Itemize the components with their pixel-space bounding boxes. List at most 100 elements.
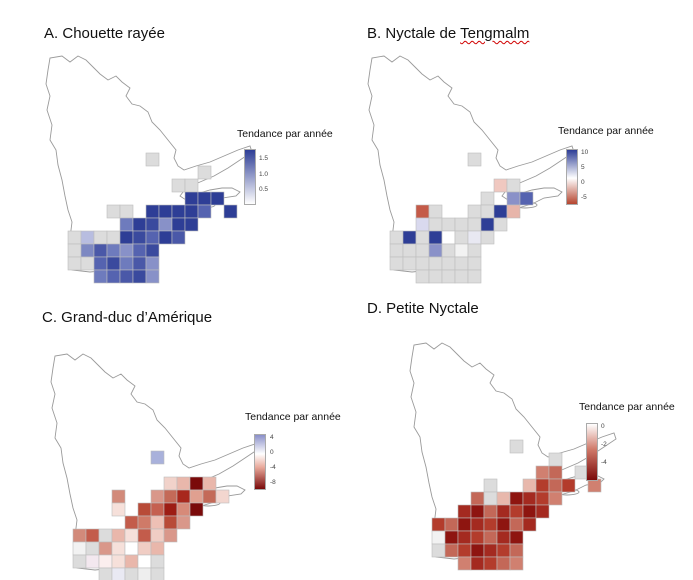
trend-cell	[470, 517, 485, 532]
trend-cell	[176, 489, 191, 504]
trend-cell	[137, 515, 152, 530]
trend-cell	[150, 567, 165, 580]
trend-cell	[189, 489, 204, 504]
trend-cell	[470, 491, 485, 506]
trend-cell	[163, 502, 178, 517]
trend-cell	[163, 515, 178, 530]
trend-cell	[72, 528, 87, 543]
trend-cell	[441, 230, 456, 245]
trend-cell	[428, 256, 443, 271]
legend-tick: 5	[581, 164, 585, 171]
trend-cell	[493, 217, 508, 232]
trend-cell	[106, 269, 121, 284]
trend-cell	[467, 230, 482, 245]
trend-cell	[106, 256, 121, 271]
trend-cell	[457, 504, 472, 519]
trend-cell	[163, 489, 178, 504]
trend-cell	[85, 554, 100, 569]
map-quebec	[409, 342, 617, 571]
trend-cell	[80, 243, 95, 258]
trend-cell	[132, 256, 147, 271]
trend-cell	[470, 530, 485, 545]
trend-cell	[98, 554, 113, 569]
legend-tick: 10	[581, 149, 589, 156]
trend-cell	[457, 543, 472, 558]
trend-cell	[467, 204, 482, 219]
panel-title: C. Grand-duc d’Amérique	[42, 309, 212, 326]
trend-cell	[124, 554, 139, 569]
trend-cell	[171, 204, 186, 219]
trend-cell	[535, 504, 550, 519]
trend-cell	[548, 491, 563, 506]
trend-cell	[197, 165, 212, 180]
trend-cell	[85, 528, 100, 543]
trend-cell	[202, 476, 217, 491]
panel-letter: B.	[367, 25, 382, 42]
trend-cell	[402, 243, 417, 258]
trend-cell	[150, 489, 165, 504]
trend-cell	[132, 243, 147, 258]
trend-cell	[496, 517, 511, 532]
trend-cell	[509, 439, 524, 454]
trend-cell	[415, 204, 430, 219]
legend-tick: -4	[601, 459, 607, 466]
trend-cell	[480, 204, 495, 219]
trend-cell	[124, 528, 139, 543]
trend-cell	[415, 217, 430, 232]
legend-color-bar	[586, 423, 598, 481]
trend-cell	[467, 217, 482, 232]
panel-title: D. Petite Nyctale	[367, 300, 479, 317]
trend-cell	[150, 541, 165, 556]
trend-cell	[470, 504, 485, 519]
legend-tick: -2	[601, 441, 607, 448]
trend-cell	[522, 517, 537, 532]
trend-cell	[111, 502, 126, 517]
trend-cell	[119, 217, 134, 232]
trend-cell	[467, 256, 482, 271]
trend-cell	[441, 269, 456, 284]
trend-cell	[509, 517, 524, 532]
trend-cell	[163, 476, 178, 491]
trend-cell	[176, 502, 191, 517]
trend-cell	[470, 556, 485, 571]
trend-cell	[210, 191, 225, 206]
trend-cell	[480, 217, 495, 232]
trend-cell	[428, 243, 443, 258]
trend-cell	[137, 528, 152, 543]
trend-cell	[428, 230, 443, 245]
trend-cell	[111, 567, 126, 580]
trend-cell	[522, 478, 537, 493]
trend-cell	[145, 152, 160, 167]
trend-cell	[72, 541, 87, 556]
species-name: Nyctale de	[385, 25, 461, 42]
trend-cell	[441, 217, 456, 232]
trend-cell	[496, 556, 511, 571]
legend-title: Tendance par année	[579, 401, 675, 413]
trend-cell	[454, 256, 469, 271]
trend-cell	[496, 543, 511, 558]
trend-cell	[111, 528, 126, 543]
trend-cell	[189, 476, 204, 491]
trend-cell	[535, 491, 550, 506]
trend-cell	[415, 243, 430, 258]
trend-cell	[145, 230, 160, 245]
trend-cell	[441, 256, 456, 271]
trend-cell	[145, 256, 160, 271]
trend-cell	[171, 178, 186, 193]
trend-cell	[480, 191, 495, 206]
trend-cell	[428, 269, 443, 284]
trend-cell	[389, 230, 404, 245]
trend-cell	[106, 204, 121, 219]
trend-cell	[137, 541, 152, 556]
trend-cell	[158, 204, 173, 219]
trend-cell	[98, 528, 113, 543]
trend-cell	[67, 256, 82, 271]
trend-cell	[389, 243, 404, 258]
trend-cell	[483, 543, 498, 558]
trend-cell	[106, 243, 121, 258]
trend-cell	[124, 515, 139, 530]
trend-cell	[119, 230, 134, 245]
legend-tick: 4	[270, 434, 274, 441]
trend-cell	[106, 230, 121, 245]
trend-cell	[402, 256, 417, 271]
